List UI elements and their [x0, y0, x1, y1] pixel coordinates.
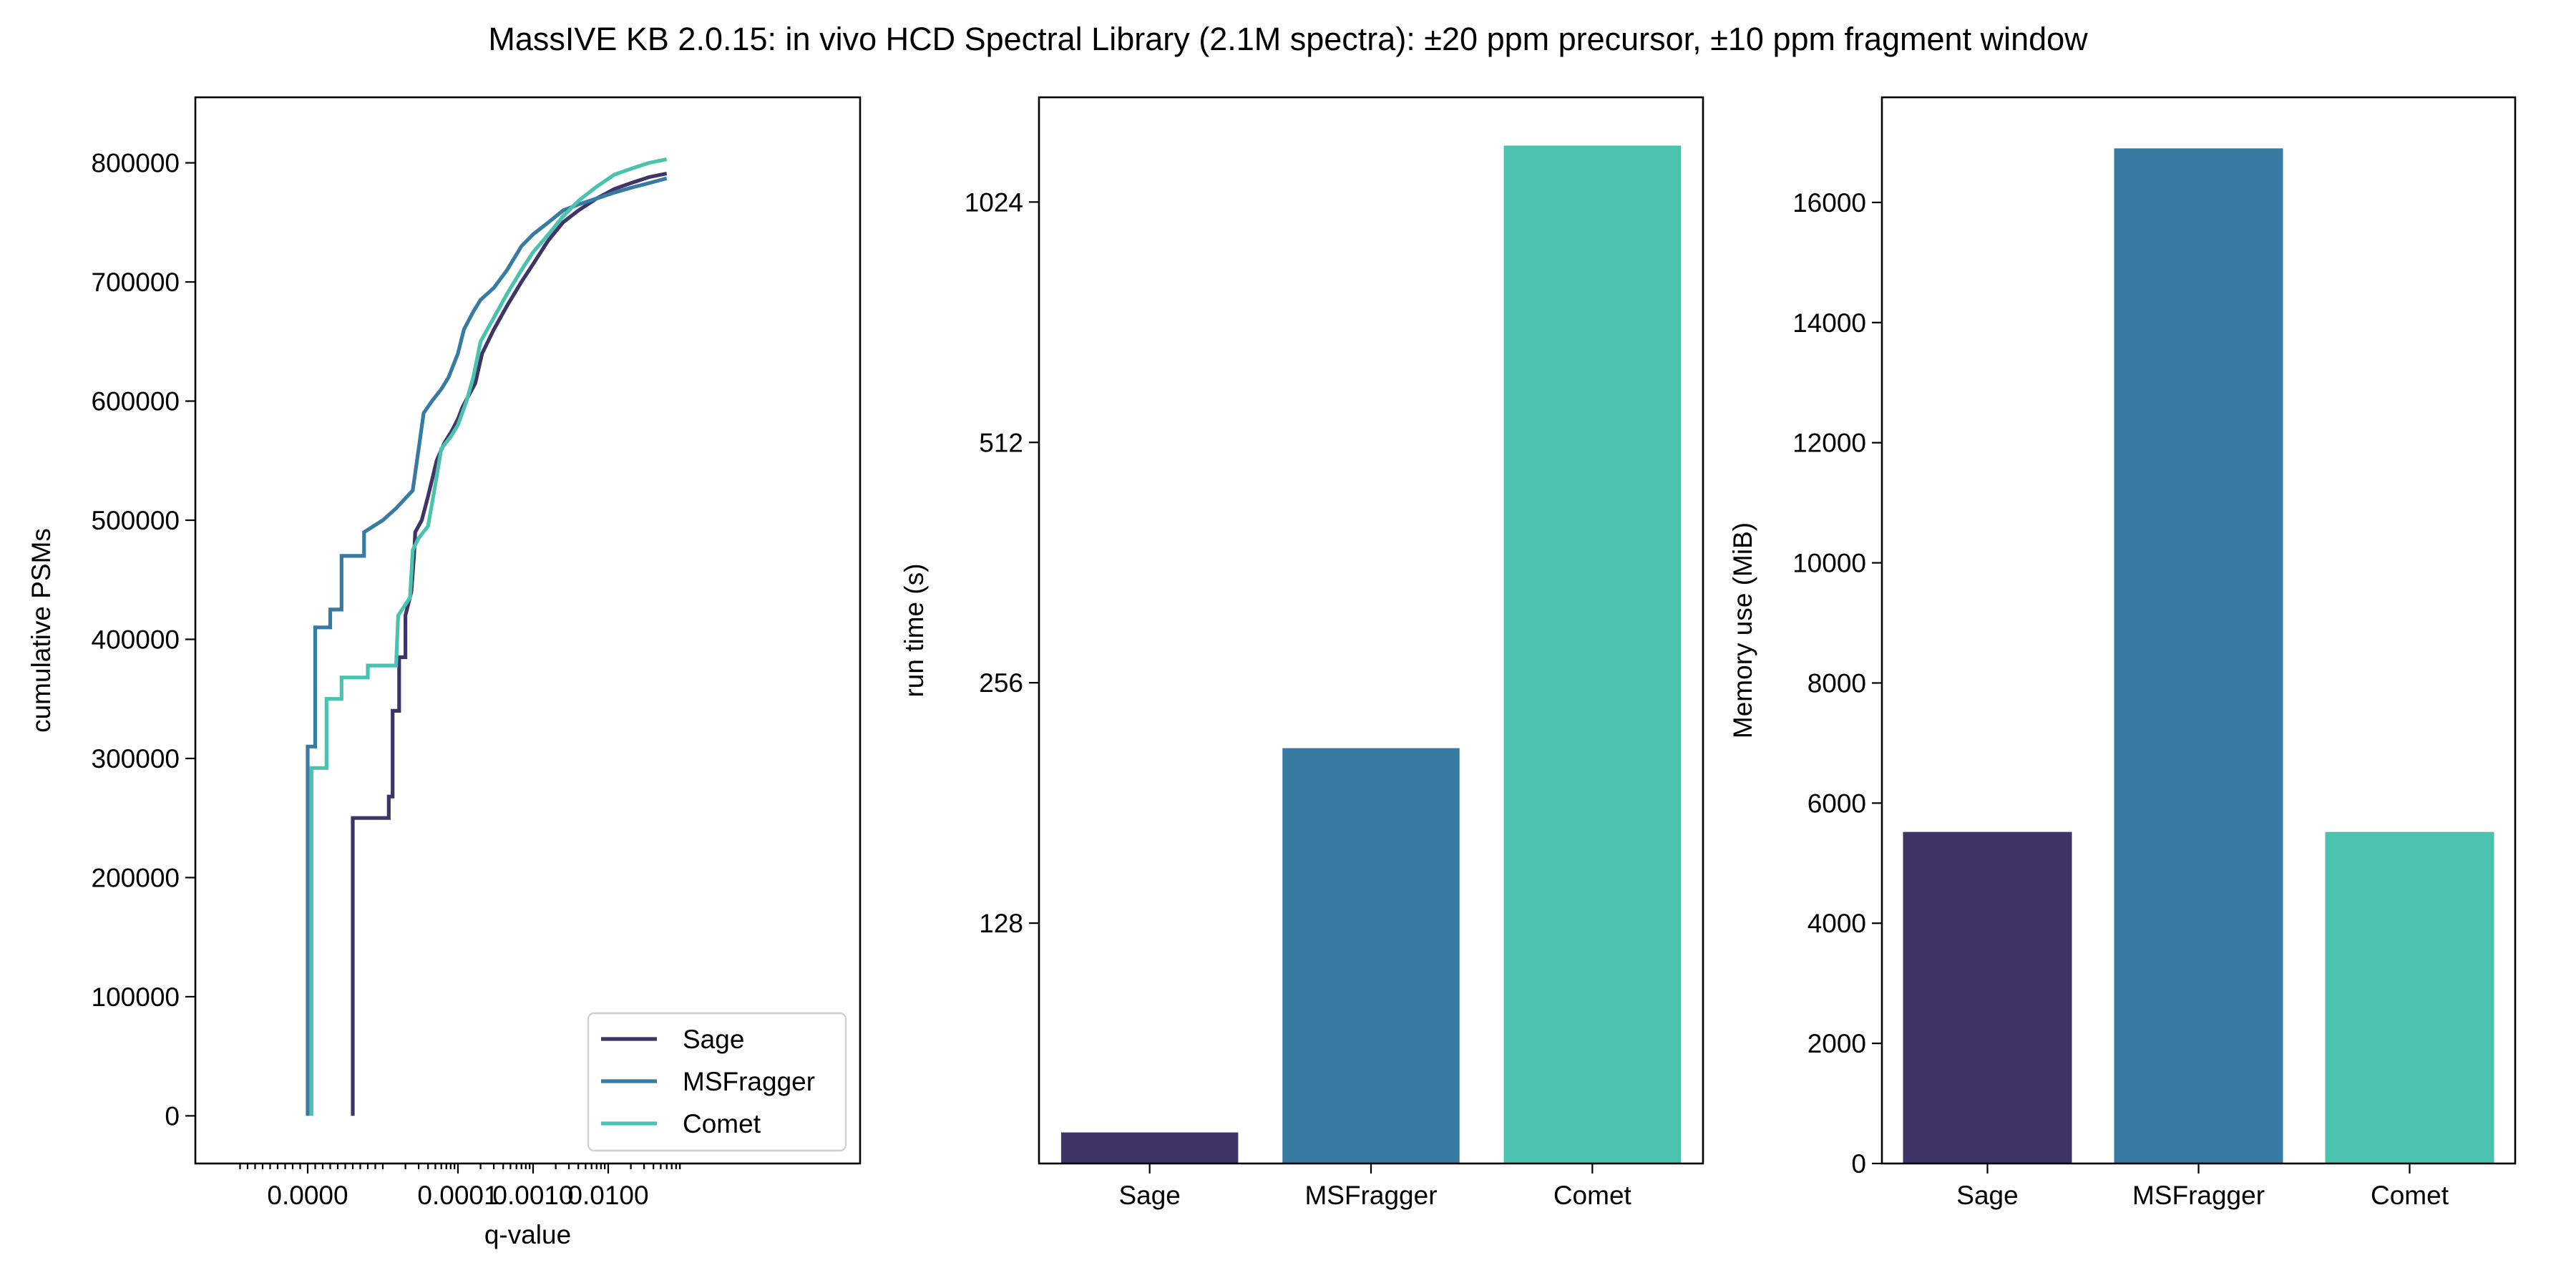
bar-sage [1903, 831, 2072, 1163]
y-tick-label: 0 [165, 1101, 180, 1131]
psm-line-chart: 0 100000 200000 300000 400000 500000 600000 700… [26, 96, 862, 1249]
bar-comet [1503, 145, 1682, 1163]
y-tick-label: 800000 [92, 149, 180, 178]
x-axis-label: q-value [484, 1220, 571, 1249]
y-tick-label: 1024 [965, 187, 1023, 217]
legend-label-comet: Comet [683, 1109, 761, 1138]
y-tick-label: 256 [979, 668, 1023, 698]
plot-frame [1880, 96, 2517, 1165]
y-tick-label: 2000 [1807, 1029, 1866, 1058]
figure-title: MassIVE KB 2.0.15: in vivo HCD Spectral … [488, 21, 2088, 57]
y-tick-label: 300000 [92, 744, 180, 774]
series-line-comet [309, 157, 668, 1116]
x-tick-label-sage: Sage [1118, 1181, 1180, 1210]
x-tick-label-msfragger: MSFragger [1304, 1181, 1437, 1210]
bar-comet [2325, 831, 2494, 1163]
y-tick-label: 14000 [1792, 308, 1866, 338]
y-tick-label: 128 [979, 909, 1023, 938]
y-tick-label: 700000 [92, 268, 180, 297]
x-tick-label-comet: Comet [2371, 1181, 2449, 1210]
y-axis-label: run time (s) [899, 563, 929, 697]
series-group [306, 157, 668, 1116]
y-tick-label: 500000 [92, 506, 180, 535]
y-axis-label: cumulative PSMs [26, 528, 56, 733]
x-tick-label: 0.0000 [267, 1181, 348, 1210]
y-tick-label: 200000 [92, 863, 180, 892]
y-tick-label: 400000 [92, 625, 180, 654]
y-tick-label: 512 [979, 428, 1023, 457]
legend-label-sage: Sage [683, 1025, 744, 1054]
x-tick-label: 0.0001 [417, 1181, 498, 1210]
plot-frame [1038, 96, 1704, 1165]
y-tick-label: 6000 [1807, 789, 1866, 818]
y-tick-label: 12000 [1792, 429, 1866, 458]
y-tick-label: 100000 [92, 982, 180, 1012]
x-tick-label: 0.0100 [567, 1181, 648, 1210]
legend-label-msfragger: MSFragger [683, 1067, 815, 1096]
y-tick-label: 16000 [1792, 188, 1866, 218]
y-tick-label: 600000 [92, 387, 180, 416]
x-tick-label: 0.0010 [492, 1181, 573, 1210]
y-tick-label: 8000 [1807, 668, 1866, 698]
bar-msfragger [1282, 748, 1460, 1163]
memory-bar-chart: Sage MSFragger Comet 0 2000 4000 6000 8000 10000… [1728, 96, 2517, 1210]
y-tick-label: 4000 [1807, 909, 1866, 938]
x-tick-label-msfragger: MSFragger [2132, 1181, 2265, 1210]
x-tick-label-comet: Comet [1553, 1181, 1632, 1210]
runtime-bar-chart: Sage MSFragger Comet 128 256 512 1024 run time … [899, 96, 1704, 1210]
bar-msfragger [2114, 148, 2283, 1164]
x-tick-label-sage: Sage [1956, 1181, 2018, 1210]
series-line-sage [351, 171, 668, 1116]
legend-box [587, 1012, 847, 1152]
y-axis-label: Memory use (MiB) [1728, 522, 1757, 738]
bar-sage [1060, 1132, 1239, 1163]
plot-frame [194, 96, 862, 1165]
y-tick-label: 10000 [1792, 549, 1866, 578]
y-tick-label: 0 [1851, 1149, 1866, 1179]
